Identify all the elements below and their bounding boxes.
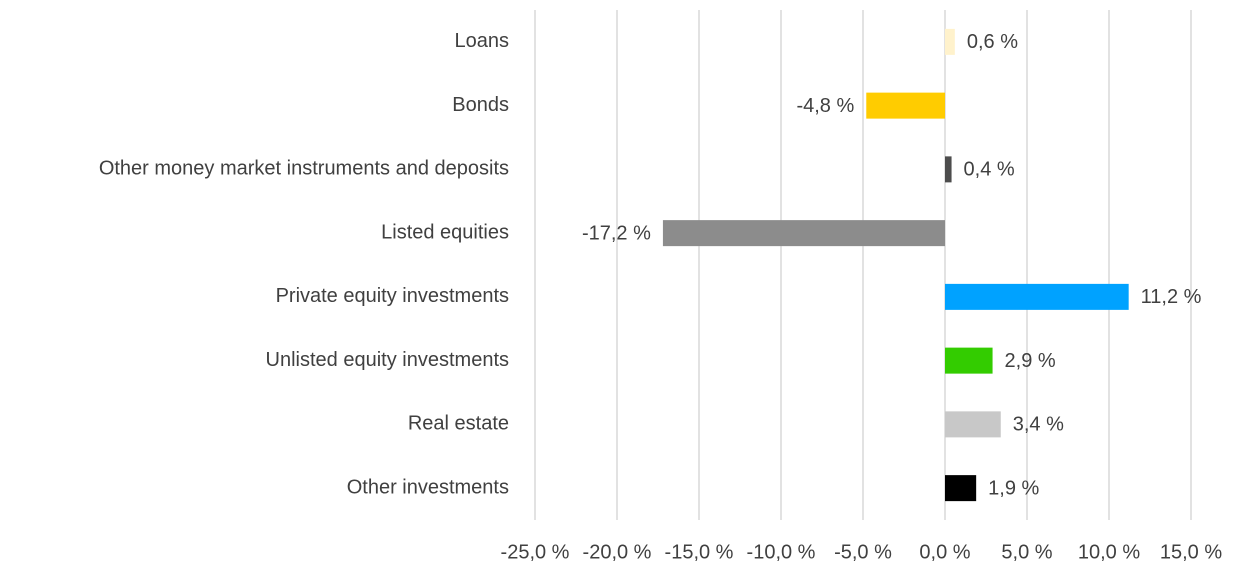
y-tick-label: Unlisted equity investments [266, 349, 509, 371]
x-tick-label: -10,0 % [747, 541, 816, 563]
bar [866, 92, 945, 119]
x-tick-label: -20,0 % [583, 541, 652, 563]
bar [945, 347, 993, 374]
data-label: -17,2 % [582, 222, 651, 244]
y-tick-label: Real estate [408, 413, 509, 435]
data-label: -4,8 % [796, 95, 854, 117]
y-tick-label: Bonds [452, 94, 509, 116]
x-tick-label: -5,0 % [834, 541, 892, 563]
data-label: 0,4 % [964, 159, 1015, 181]
x-tick-label: 15,0 % [1160, 541, 1222, 563]
y-tick-label: Loans [455, 30, 510, 52]
x-tick-label: -25,0 % [501, 541, 570, 563]
y-tick-label: Other investments [347, 476, 509, 498]
bar [945, 156, 952, 183]
x-tick-label: 0,0 % [919, 541, 970, 563]
bar [662, 220, 945, 247]
bar [945, 475, 977, 502]
data-label: 2,9 % [1005, 350, 1056, 372]
bar [945, 283, 1129, 310]
x-tick-label: 5,0 % [1001, 541, 1052, 563]
y-tick-label: Listed equities [381, 221, 509, 243]
y-tick-label: Private equity investments [276, 285, 509, 307]
bar [945, 28, 955, 55]
y-tick-label: Other money market instruments and depos… [99, 158, 509, 180]
bar [945, 411, 1001, 438]
x-tick-label: -15,0 % [665, 541, 734, 563]
data-label: 3,4 % [1013, 414, 1064, 436]
data-label: 11,2 % [1141, 286, 1202, 308]
data-label: 0,6 % [967, 31, 1018, 53]
x-tick-label: 10,0 % [1078, 541, 1140, 563]
data-label: 1,9 % [988, 477, 1039, 499]
